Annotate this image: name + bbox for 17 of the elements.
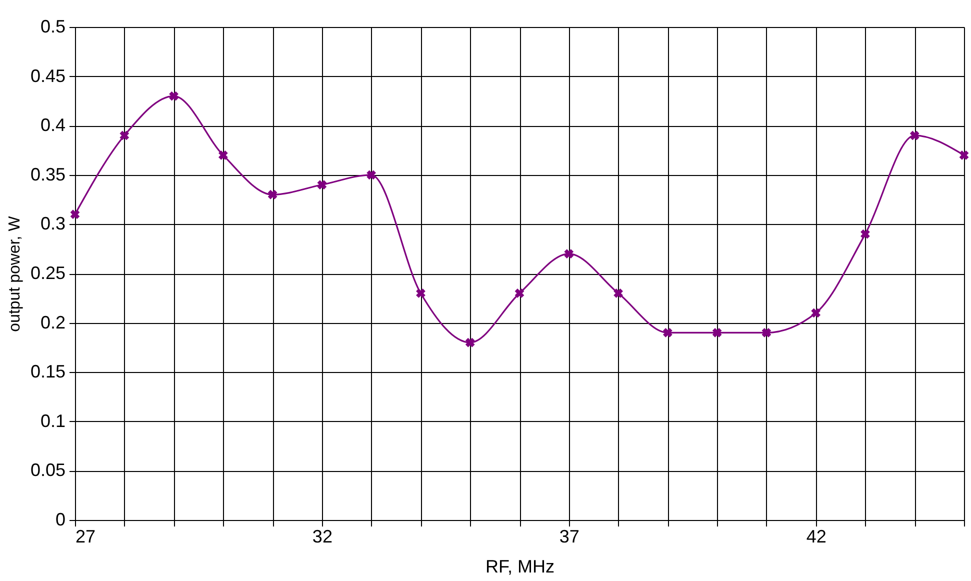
y-tick-label: 0.05 [30,460,66,480]
x-tick-label: 37 [559,526,580,546]
y-tick-label: 0 [55,510,66,530]
x-tick-label: 32 [312,526,332,546]
y-axis-title: output power, W [6,215,24,332]
x-tick-label: 27 [76,526,96,546]
x-axis-title: RF, MHz [486,556,554,576]
y-tick-label: 0.25 [30,263,66,283]
y-tick-label: 0.4 [40,115,66,136]
y-tick-label: 0.2 [40,312,66,332]
y-tick-label: 0.35 [30,164,66,184]
y-tick-label: 0.3 [40,214,66,234]
y-tick-label: 0.5 [40,16,66,36]
y-tick-label: 0.45 [30,66,66,86]
y-tick-label: 0.15 [30,362,66,382]
y-tick-label: 0.1 [40,410,66,431]
x-tick-label: 42 [806,526,826,546]
